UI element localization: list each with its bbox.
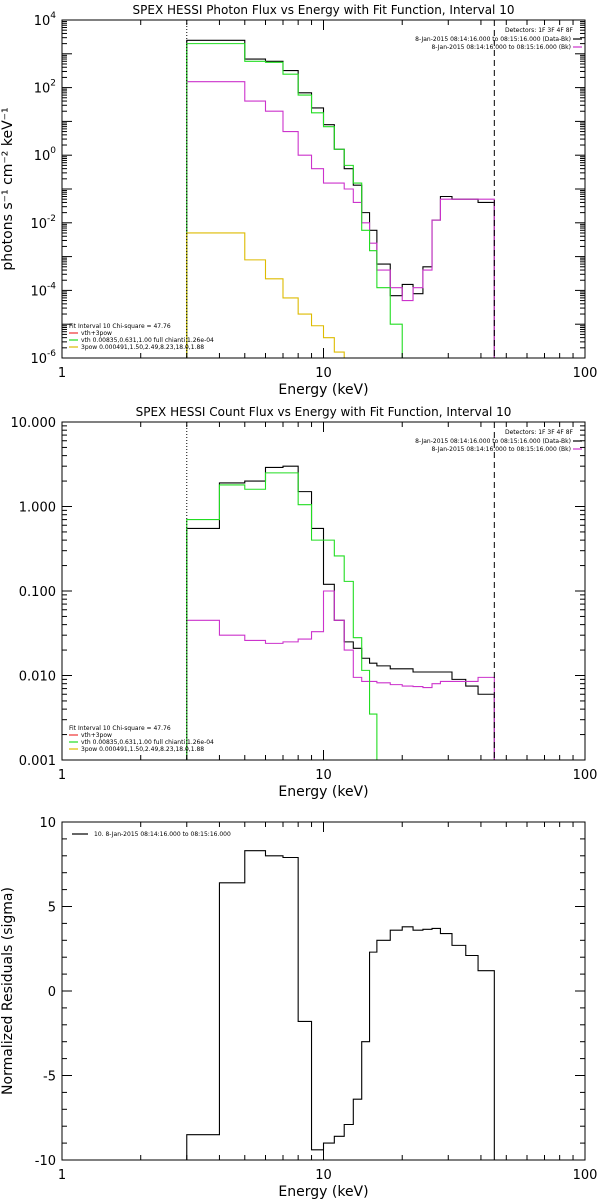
legend-entry-label: 3pow 0.000491,1.50,2.49,8.23,18.0,1.88 xyxy=(81,746,204,753)
y-tick-label: 10 xyxy=(39,816,56,831)
y-tick-label: 5 xyxy=(48,901,56,916)
x-axis-label: Energy (keV) xyxy=(278,1184,368,1200)
x-tick-label: 1 xyxy=(58,768,66,783)
y-axis-label: photons s⁻¹ cm⁻² keV⁻¹ xyxy=(0,107,16,270)
x-tick-label: 10 xyxy=(315,1168,332,1183)
y-tick-label: 10-6 xyxy=(30,349,56,367)
legend-entry-label: 8-Jan-2015 08:14:16.000 to 08:15:16.000 … xyxy=(415,36,571,43)
legend-entry-label: 8-Jan-2015 08:14:16.000 to 08:15:16.000 … xyxy=(431,446,571,453)
y-tick-label: 100 xyxy=(34,146,57,164)
plot-frame xyxy=(61,19,586,359)
series-pow xyxy=(186,232,354,358)
x-axis-label: Energy (keV) xyxy=(278,784,368,800)
y-tick-label: 0.100 xyxy=(19,585,56,600)
legend-header: Fit Interval 10 Chi-square = 47.76 xyxy=(69,323,171,330)
series-bk xyxy=(186,590,495,760)
legend-entry-label: vth+3pow xyxy=(81,732,112,739)
x-tick-label: 10 xyxy=(315,366,332,381)
legend-header: Detectors: 1F 3F 4F 8F xyxy=(505,27,574,34)
x-tick-label: 100 xyxy=(573,366,598,381)
y-tick-label: 0.010 xyxy=(19,670,56,685)
y-tick-label: 0.001 xyxy=(19,754,56,769)
plot-frame xyxy=(61,821,586,1161)
y-tick-label: 10.000 xyxy=(11,416,57,431)
series-data xyxy=(186,465,495,760)
y-tick-label: 10-2 xyxy=(30,214,56,232)
x-axis-label: Energy (keV) xyxy=(278,382,368,398)
y-tick-label: -10 xyxy=(35,1154,56,1169)
series-bk xyxy=(186,81,495,358)
y-axis-label: Normalized Residuals (sigma) xyxy=(0,887,16,1095)
y-tick-label: 104 xyxy=(34,11,57,29)
y-tick-label: 1.000 xyxy=(19,501,56,516)
legend-entry-label: 10. 8-Jan-2015 08:14:16.000 to 08:15:16.… xyxy=(94,831,231,838)
y-tick-label: 0 xyxy=(48,985,56,1000)
legend-entry-label: vth 0.00835,0.631,1.00 full chianti 1.26… xyxy=(81,739,214,746)
chart-count: 1 10 100 0.001 0.010 0.100 1.000 10.000 SPEX HES… xyxy=(11,405,598,800)
legend-entry-label: vth+3pow xyxy=(81,330,112,337)
x-tick-label: 100 xyxy=(573,768,598,783)
x-tick-label: 10 xyxy=(315,768,332,783)
legend-header: Detectors: 1F 3F 4F 8F xyxy=(505,429,574,436)
legend-entry-label: 3pow 0.000491,1.50,2.49,8.23,18.0,1.88 xyxy=(81,344,204,351)
y-tick-label: 102 xyxy=(34,79,56,97)
legend-header: Fit Interval 10 Chi-square = 47.76 xyxy=(69,725,171,732)
x-tick-label: 1 xyxy=(58,1168,66,1183)
legend-entry-label: 8-Jan-2015 08:14:16.000 to 08:15:16.000 … xyxy=(431,44,571,51)
chart-title: SPEX HESSI Count Flux vs Energy with Fit… xyxy=(136,405,512,419)
legend-entry-label: 8-Jan-2015 08:14:16.000 to 08:15:16.000 … xyxy=(415,438,571,445)
chart-title: SPEX HESSI Photon Flux vs Energy with Fi… xyxy=(133,3,515,17)
y-tick-label: 10-4 xyxy=(30,281,56,299)
y-tick-label: -5 xyxy=(43,1070,56,1085)
x-tick-label: 1 xyxy=(58,366,66,381)
x-tick-label: 100 xyxy=(573,1168,598,1183)
series-vth xyxy=(186,43,414,358)
series-vth xyxy=(186,472,378,760)
series-resid xyxy=(186,850,495,1160)
legend-entry-label: vth 0.00835,0.631,1.00 full chianti 1.26… xyxy=(81,337,214,344)
chart-photon: 1 10 100 10-6 10-4 10-2 100 102 104 SPEX HESSI Ph… xyxy=(0,3,597,398)
